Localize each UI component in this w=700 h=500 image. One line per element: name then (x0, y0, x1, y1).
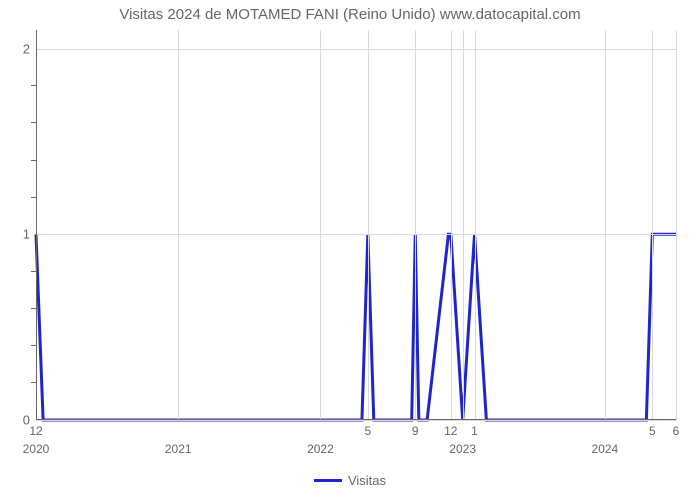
chart-container: Visitas 2024 de MOTAMED FANI (Reino Unid… (0, 0, 700, 500)
x-month-label: 9 (412, 420, 419, 438)
gridline-vertical-minor (652, 30, 653, 420)
gridline-vertical-minor (676, 30, 677, 420)
x-year-label: 2022 (307, 438, 334, 456)
x-month-label: 5 (365, 420, 372, 438)
gridline-vertical-minor (451, 30, 452, 420)
x-year-label: 2023 (449, 438, 476, 456)
gridline-vertical (320, 30, 321, 420)
gridline-vertical-minor (368, 30, 369, 420)
x-axis-line (36, 419, 676, 420)
legend-label: Visitas (348, 473, 386, 488)
gridline-horizontal (36, 420, 676, 421)
line-series-svg (36, 30, 676, 420)
legend-swatch (314, 479, 342, 482)
x-year-label: 2020 (23, 438, 50, 456)
gridline-vertical (178, 30, 179, 420)
plot-area: 01212591215620202021202220232024 (36, 30, 676, 420)
gridline-horizontal (36, 234, 676, 235)
gridline-vertical (463, 30, 464, 420)
gridline-vertical-minor (475, 30, 476, 420)
chart-title: Visitas 2024 de MOTAMED FANI (Reino Unid… (0, 6, 700, 23)
x-month-label: 12 (29, 420, 42, 438)
x-month-label: 6 (673, 420, 680, 438)
y-tick-label: 1 (23, 227, 36, 242)
x-month-label: 5 (649, 420, 656, 438)
series-line-visitas (36, 234, 676, 420)
gridline-vertical-minor (415, 30, 416, 420)
gridline-vertical (605, 30, 606, 420)
x-year-label: 2024 (592, 438, 619, 456)
x-month-label: 12 (444, 420, 457, 438)
legend: Visitas (0, 472, 700, 488)
x-month-label: 1 (471, 420, 478, 438)
x-year-label: 2021 (165, 438, 192, 456)
y-axis-line (36, 30, 37, 420)
y-tick-label: 2 (23, 41, 36, 56)
gridline-horizontal (36, 49, 676, 50)
